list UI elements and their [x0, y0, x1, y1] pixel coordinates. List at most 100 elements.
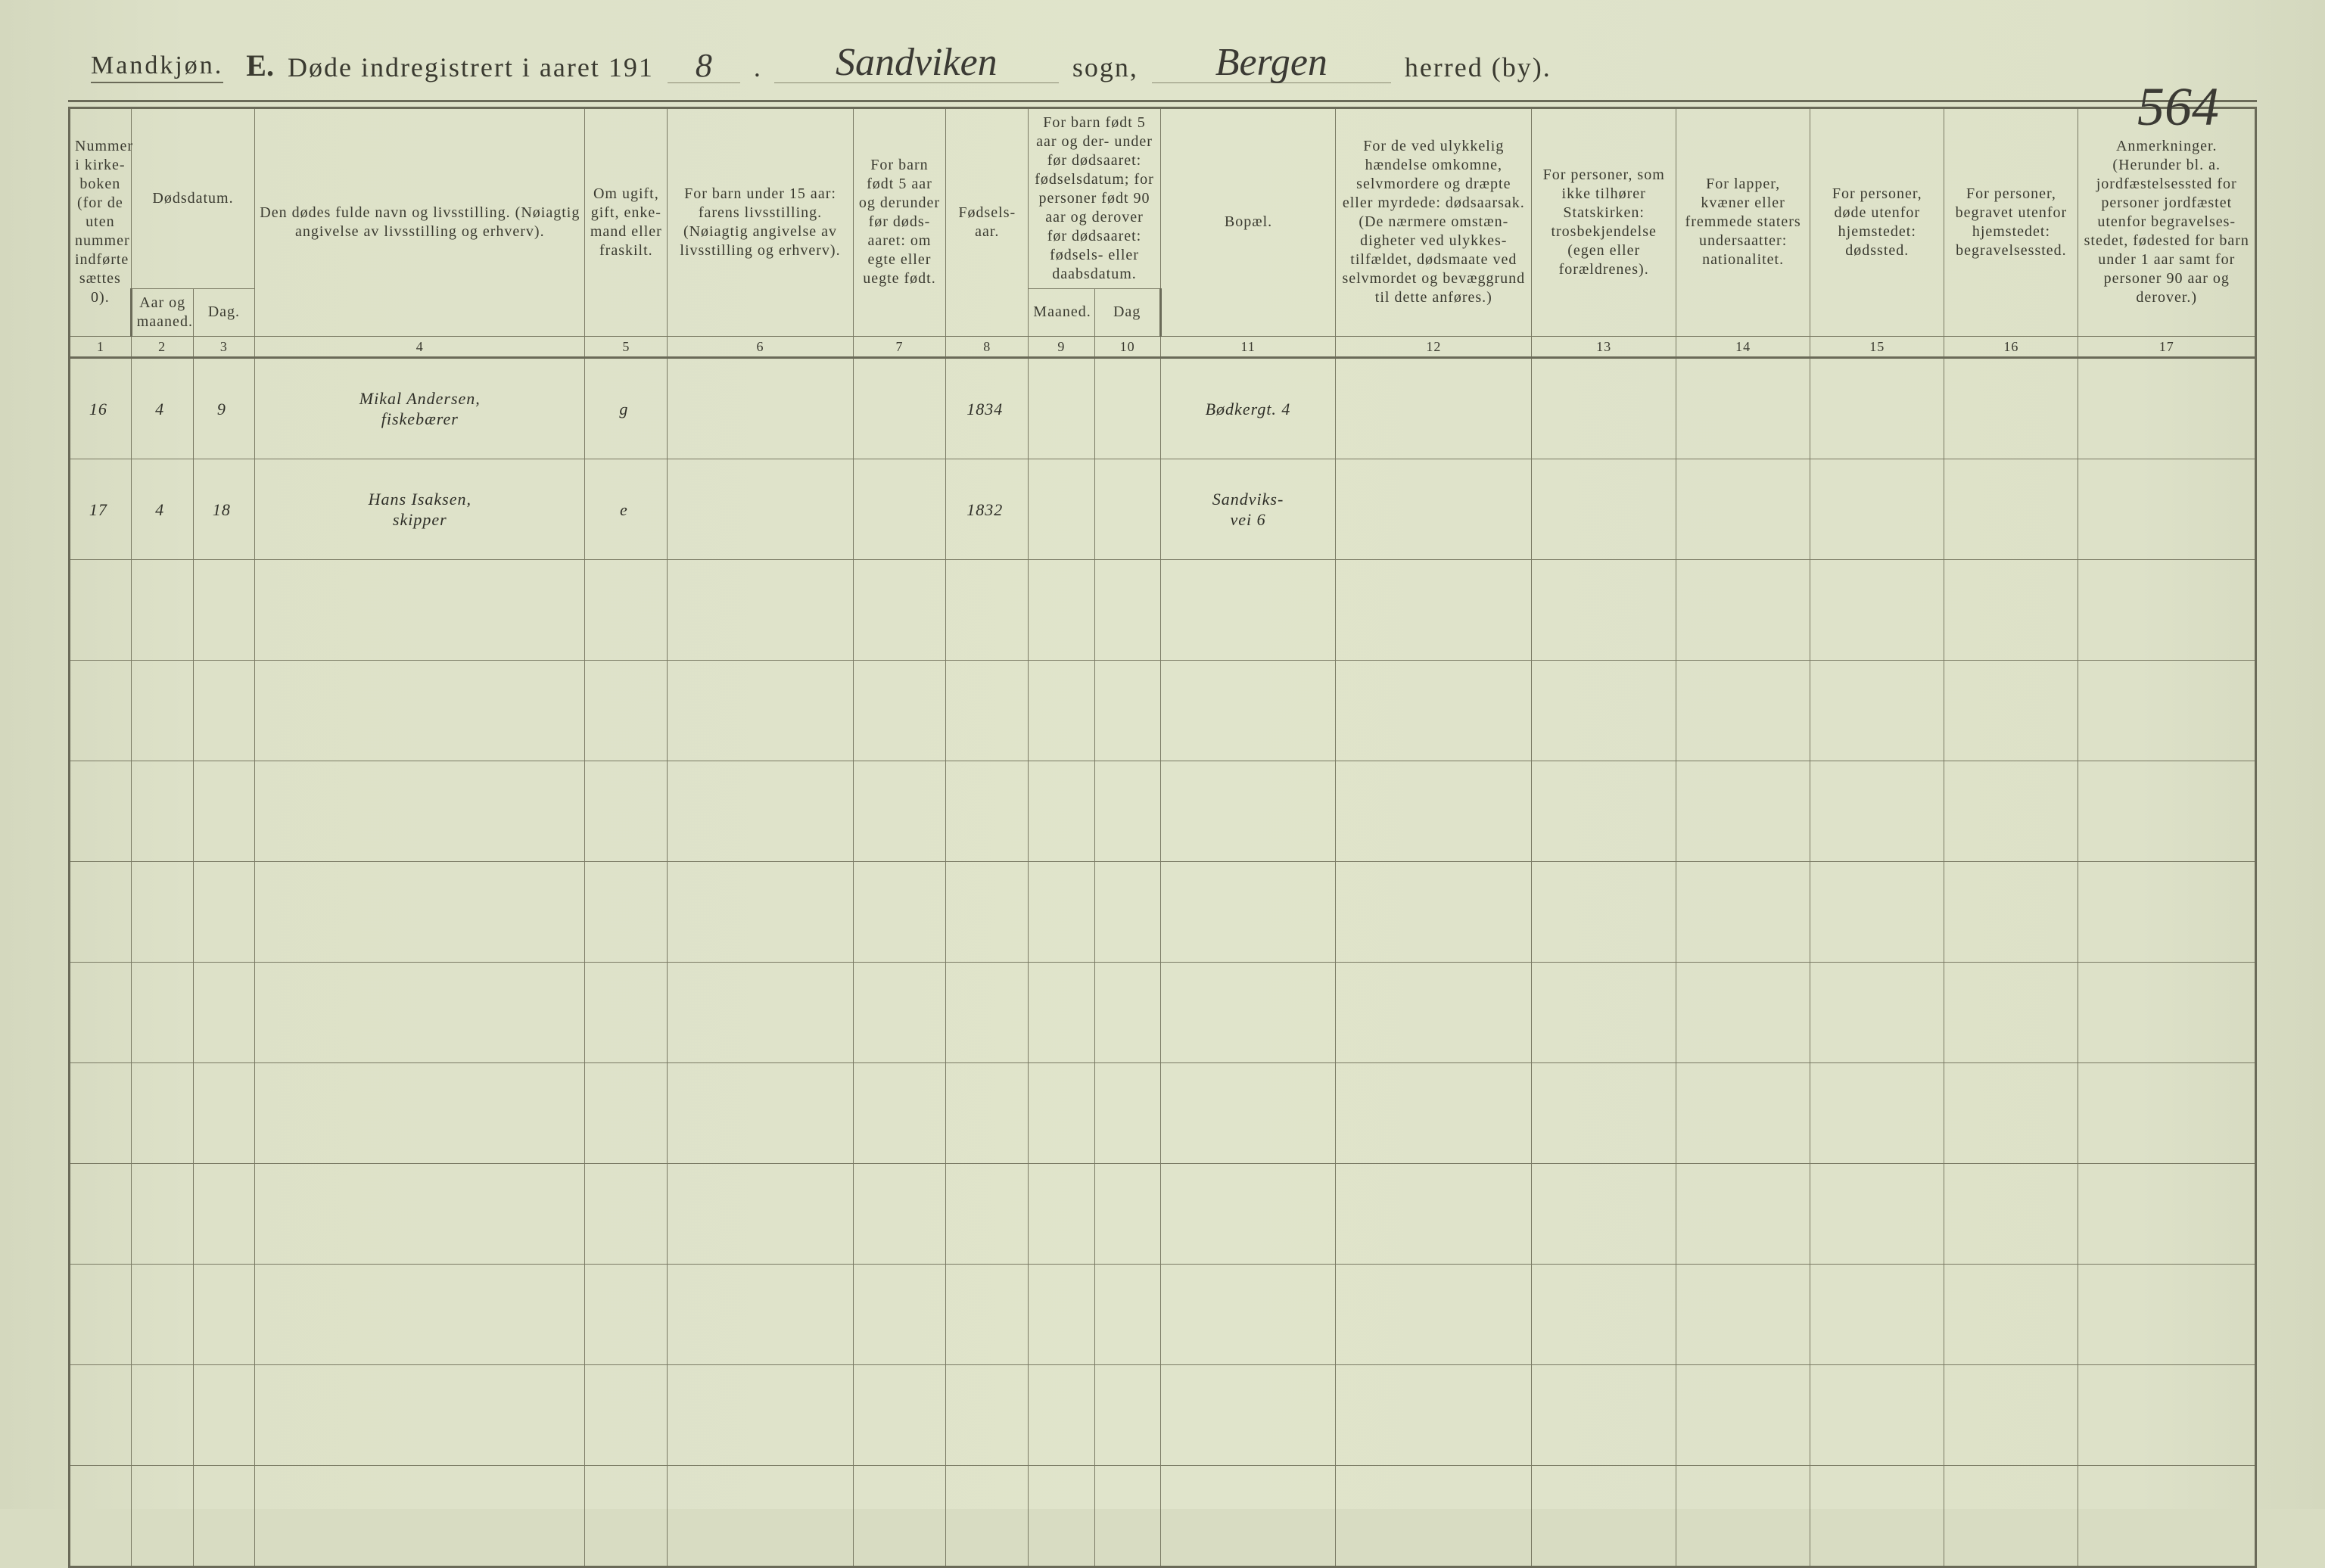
cell — [70, 1265, 132, 1365]
col-num: 14 — [1676, 336, 1810, 358]
col-num: 6 — [668, 336, 853, 358]
col-num: 16 — [1944, 336, 2078, 358]
table-row — [70, 761, 2256, 862]
cell — [1944, 1365, 2078, 1466]
cell — [2078, 1063, 2256, 1164]
cell — [1944, 661, 2078, 761]
ledger-table: Nummer i kirke- boken (for de uten numme… — [68, 107, 2257, 1568]
cell — [946, 661, 1029, 761]
cell — [2078, 1164, 2256, 1265]
cell: g — [585, 358, 668, 459]
cell — [585, 862, 668, 963]
cell — [946, 1365, 1029, 1466]
col-header: Aar og maaned. — [131, 288, 193, 336]
cell — [668, 1063, 853, 1164]
cell — [255, 862, 585, 963]
cell — [585, 963, 668, 1063]
cell — [1029, 963, 1094, 1063]
cell — [2078, 358, 2256, 459]
cell — [585, 1365, 668, 1466]
col-header: For barn født 5 aar og derunder før døds… — [853, 107, 946, 336]
table-row: 1649Mikal Andersen, fiskebærerg1834Bødke… — [70, 358, 2256, 459]
cell — [1810, 1265, 1944, 1365]
col-num: 17 — [2078, 336, 2256, 358]
cell — [1336, 1265, 1532, 1365]
cell — [1160, 1164, 1336, 1265]
cell: 18 — [193, 459, 255, 560]
col-header-group-birth: For barn født 5 aar og der- under før dø… — [1029, 107, 1160, 288]
cell — [1532, 1063, 1676, 1164]
col-header: For personer, begravet utenfor hjemstede… — [1944, 107, 2078, 336]
col-header: For personer, døde utenfor hjemstedet: d… — [1810, 107, 1944, 336]
cell — [131, 1265, 193, 1365]
cell — [853, 358, 946, 459]
cell — [1029, 1365, 1094, 1466]
cell — [1094, 560, 1160, 661]
table-body: 1649Mikal Andersen, fiskebærerg1834Bødke… — [70, 358, 2256, 1567]
cell — [1094, 761, 1160, 862]
cell — [255, 1466, 585, 1567]
table-row — [70, 1265, 2256, 1365]
cell: Mikal Andersen, fiskebærer — [255, 358, 585, 459]
cell — [668, 1365, 853, 1466]
cell — [70, 661, 132, 761]
cell — [1336, 358, 1532, 459]
cell — [853, 1365, 946, 1466]
cell — [1944, 862, 2078, 963]
column-numbers-row: 1 2 3 4 5 6 7 8 9 10 11 12 13 14 15 16 1… — [70, 336, 2256, 358]
cell — [585, 1466, 668, 1567]
col-header: Fødsels- aar. — [946, 107, 1029, 336]
cell — [1094, 963, 1160, 1063]
cell: 4 — [131, 358, 193, 459]
cell — [668, 761, 853, 862]
col-header: Nummer i kirke- boken (for de uten numme… — [70, 107, 132, 336]
cell — [1160, 963, 1336, 1063]
sogn-label: sogn, — [1072, 51, 1138, 83]
col-num: 5 — [585, 336, 668, 358]
cell — [1094, 1164, 1160, 1265]
cell — [1532, 1466, 1676, 1567]
cell — [2078, 1365, 2256, 1466]
col-header: For barn under 15 aar: farens livsstilli… — [668, 107, 853, 336]
cell — [1094, 661, 1160, 761]
cell — [1094, 358, 1160, 459]
cell — [1160, 862, 1336, 963]
cell: 1834 — [946, 358, 1029, 459]
table-row — [70, 560, 2256, 661]
cell — [2078, 963, 2256, 1063]
cell — [2078, 661, 2256, 761]
table-row: 17418Hans Isaksen, skippere1832Sandviks-… — [70, 459, 2256, 560]
col-header: For personer, som ikke tilhører Statskir… — [1532, 107, 1676, 336]
cell — [255, 560, 585, 661]
herred-label: herred (by). — [1405, 51, 1552, 83]
cell — [70, 1063, 132, 1164]
gender-label: Mandkjøn. — [91, 51, 223, 83]
cell: Hans Isaksen, skipper — [255, 459, 585, 560]
table-row — [70, 963, 2256, 1063]
cell — [1160, 1365, 1336, 1466]
cell — [131, 1365, 193, 1466]
col-num: 7 — [853, 336, 946, 358]
cell — [668, 661, 853, 761]
cell — [1336, 862, 1532, 963]
cell — [1676, 761, 1810, 862]
cell — [193, 761, 255, 862]
cell — [1029, 358, 1094, 459]
cell — [1094, 1466, 1160, 1567]
cell — [1944, 761, 2078, 862]
title-text: Døde indregistrert i aaret 191 — [288, 51, 654, 83]
cell — [1336, 1164, 1532, 1265]
cell — [1532, 661, 1676, 761]
cell — [1160, 560, 1336, 661]
cell — [1160, 1265, 1336, 1365]
cell — [946, 862, 1029, 963]
cell — [1676, 963, 1810, 1063]
cell — [131, 560, 193, 661]
cell — [1810, 459, 1944, 560]
cell — [70, 1466, 132, 1567]
cell — [255, 761, 585, 862]
cell — [131, 661, 193, 761]
cell — [853, 560, 946, 661]
cell — [70, 963, 132, 1063]
sogn-value: Sandviken — [774, 45, 1059, 83]
